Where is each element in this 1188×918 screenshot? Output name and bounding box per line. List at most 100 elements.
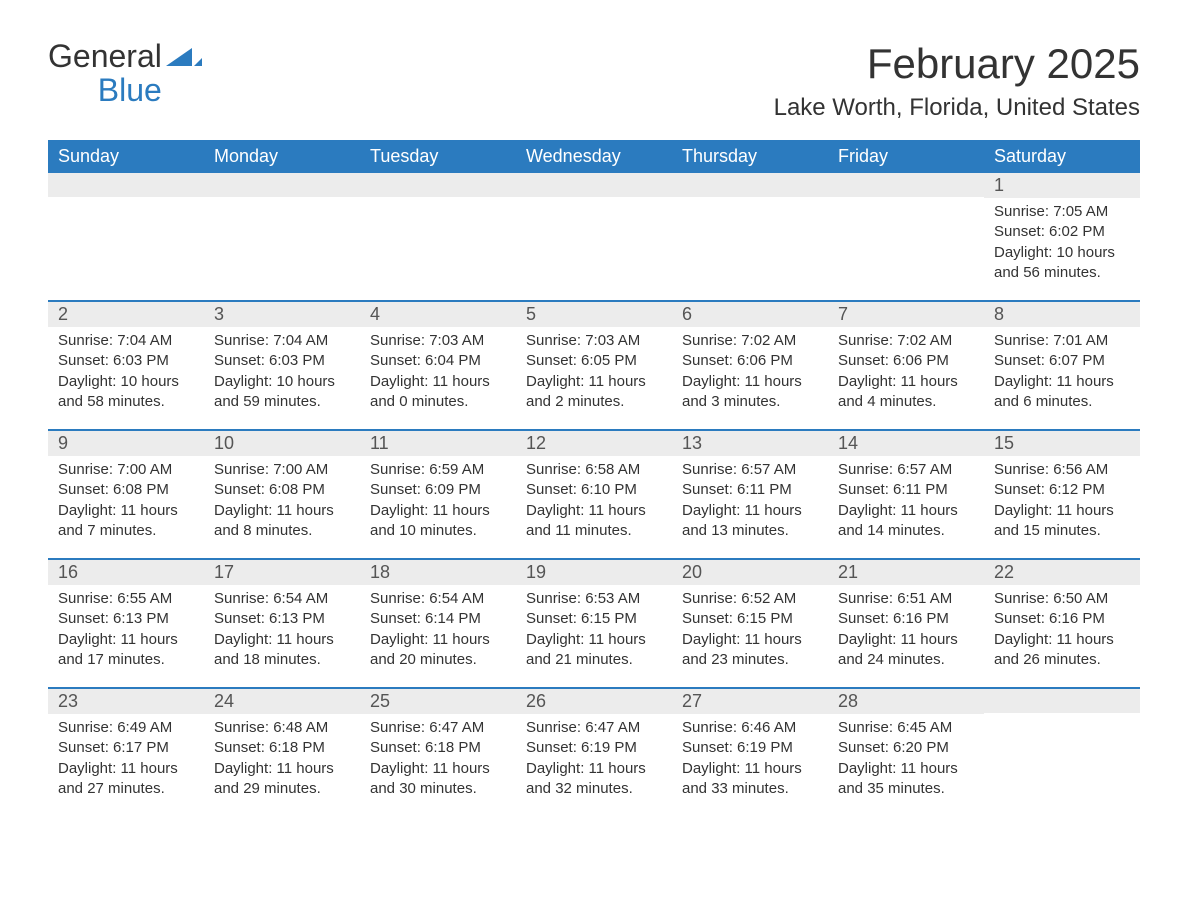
day-number (48, 173, 204, 197)
sunset-text: Sunset: 6:02 PM (994, 222, 1130, 242)
daylight-text: Daylight: 11 hours and 20 minutes. (370, 630, 506, 671)
daylight-text: Daylight: 11 hours and 6 minutes. (994, 372, 1130, 413)
calendar-cell: 18Sunrise: 6:54 AMSunset: 6:14 PMDayligh… (360, 560, 516, 688)
sunset-text: Sunset: 6:08 PM (214, 480, 350, 500)
daylight-text: Daylight: 11 hours and 13 minutes. (682, 501, 818, 542)
daylight-text: Daylight: 11 hours and 26 minutes. (994, 630, 1130, 671)
sunset-text: Sunset: 6:19 PM (682, 738, 818, 758)
sunrise-text: Sunrise: 6:53 AM (526, 589, 662, 609)
calendar-cell: 11Sunrise: 6:59 AMSunset: 6:09 PMDayligh… (360, 431, 516, 559)
sunrise-text: Sunrise: 6:59 AM (370, 460, 506, 480)
day-details (984, 713, 1140, 725)
sunrise-text: Sunrise: 7:02 AM (682, 331, 818, 351)
day-number: 7 (828, 302, 984, 327)
sunrise-text: Sunrise: 7:02 AM (838, 331, 974, 351)
calendar-cell: 17Sunrise: 6:54 AMSunset: 6:13 PMDayligh… (204, 560, 360, 688)
sunset-text: Sunset: 6:03 PM (214, 351, 350, 371)
calendar-cell: 10Sunrise: 7:00 AMSunset: 6:08 PMDayligh… (204, 431, 360, 559)
sunset-text: Sunset: 6:15 PM (526, 609, 662, 629)
calendar-cell: 24Sunrise: 6:48 AMSunset: 6:18 PMDayligh… (204, 689, 360, 817)
daylight-text: Daylight: 11 hours and 14 minutes. (838, 501, 974, 542)
sunset-text: Sunset: 6:16 PM (838, 609, 974, 629)
calendar-cell: 16Sunrise: 6:55 AMSunset: 6:13 PMDayligh… (48, 560, 204, 688)
daylight-text: Daylight: 11 hours and 29 minutes. (214, 759, 350, 800)
sunrise-text: Sunrise: 6:55 AM (58, 589, 194, 609)
daylight-text: Daylight: 11 hours and 15 minutes. (994, 501, 1130, 542)
daylight-text: Daylight: 11 hours and 30 minutes. (370, 759, 506, 800)
calendar-cell: 27Sunrise: 6:46 AMSunset: 6:19 PMDayligh… (672, 689, 828, 817)
daylight-text: Daylight: 11 hours and 35 minutes. (838, 759, 974, 800)
sunset-text: Sunset: 6:11 PM (682, 480, 818, 500)
daylight-text: Daylight: 11 hours and 21 minutes. (526, 630, 662, 671)
day-details: Sunrise: 6:47 AMSunset: 6:18 PMDaylight:… (360, 714, 516, 807)
day-details (828, 197, 984, 209)
sunset-text: Sunset: 6:19 PM (526, 738, 662, 758)
calendar-cell: 15Sunrise: 6:56 AMSunset: 6:12 PMDayligh… (984, 431, 1140, 559)
day-number: 23 (48, 689, 204, 714)
day-details: Sunrise: 6:59 AMSunset: 6:09 PMDaylight:… (360, 456, 516, 549)
sunset-text: Sunset: 6:18 PM (370, 738, 506, 758)
sunset-text: Sunset: 6:15 PM (682, 609, 818, 629)
day-number: 9 (48, 431, 204, 456)
daylight-text: Daylight: 11 hours and 0 minutes. (370, 372, 506, 413)
sunrise-text: Sunrise: 6:45 AM (838, 718, 974, 738)
calendar-cell: 7Sunrise: 7:02 AMSunset: 6:06 PMDaylight… (828, 302, 984, 430)
day-number: 11 (360, 431, 516, 456)
day-number: 12 (516, 431, 672, 456)
calendar-cell (828, 173, 984, 301)
brand-logo: General Blue (48, 40, 202, 107)
day-details: Sunrise: 6:57 AMSunset: 6:11 PMDaylight:… (828, 456, 984, 549)
sunset-text: Sunset: 6:08 PM (58, 480, 194, 500)
calendar-week: 23Sunrise: 6:49 AMSunset: 6:17 PMDayligh… (48, 689, 1140, 817)
calendar-cell: 23Sunrise: 6:49 AMSunset: 6:17 PMDayligh… (48, 689, 204, 817)
sunrise-text: Sunrise: 6:47 AM (526, 718, 662, 738)
day-number: 6 (672, 302, 828, 327)
day-details: Sunrise: 6:55 AMSunset: 6:13 PMDaylight:… (48, 585, 204, 678)
calendar-cell: 14Sunrise: 6:57 AMSunset: 6:11 PMDayligh… (828, 431, 984, 559)
day-number: 18 (360, 560, 516, 585)
day-details: Sunrise: 6:54 AMSunset: 6:13 PMDaylight:… (204, 585, 360, 678)
day-details: Sunrise: 7:04 AMSunset: 6:03 PMDaylight:… (204, 327, 360, 420)
day-number (360, 173, 516, 197)
day-details: Sunrise: 6:46 AMSunset: 6:19 PMDaylight:… (672, 714, 828, 807)
brand-blue: Blue (48, 74, 162, 108)
day-details: Sunrise: 6:57 AMSunset: 6:11 PMDaylight:… (672, 456, 828, 549)
calendar-cell: 21Sunrise: 6:51 AMSunset: 6:16 PMDayligh… (828, 560, 984, 688)
daylight-text: Daylight: 11 hours and 10 minutes. (370, 501, 506, 542)
sunset-text: Sunset: 6:04 PM (370, 351, 506, 371)
sunrise-text: Sunrise: 6:47 AM (370, 718, 506, 738)
sunset-text: Sunset: 6:13 PM (58, 609, 194, 629)
location: Lake Worth, Florida, United States (774, 94, 1140, 122)
day-number: 17 (204, 560, 360, 585)
day-number: 8 (984, 302, 1140, 327)
daylight-text: Daylight: 11 hours and 3 minutes. (682, 372, 818, 413)
day-number: 25 (360, 689, 516, 714)
daylight-text: Daylight: 11 hours and 27 minutes. (58, 759, 194, 800)
day-number (672, 173, 828, 197)
day-header: Tuesday (360, 140, 516, 173)
day-number: 16 (48, 560, 204, 585)
sunset-text: Sunset: 6:18 PM (214, 738, 350, 758)
sunrise-text: Sunrise: 6:49 AM (58, 718, 194, 738)
day-details: Sunrise: 6:51 AMSunset: 6:16 PMDaylight:… (828, 585, 984, 678)
daylight-text: Daylight: 11 hours and 23 minutes. (682, 630, 818, 671)
day-details: Sunrise: 7:00 AMSunset: 6:08 PMDaylight:… (204, 456, 360, 549)
sunrise-text: Sunrise: 7:04 AM (214, 331, 350, 351)
day-details (672, 197, 828, 209)
day-number (828, 173, 984, 197)
day-number: 4 (360, 302, 516, 327)
sunrise-text: Sunrise: 7:03 AM (526, 331, 662, 351)
day-number: 22 (984, 560, 1140, 585)
day-number: 26 (516, 689, 672, 714)
calendar-cell (360, 173, 516, 301)
brand-general: General (48, 38, 162, 74)
calendar-cell: 22Sunrise: 6:50 AMSunset: 6:16 PMDayligh… (984, 560, 1140, 688)
day-details: Sunrise: 6:58 AMSunset: 6:10 PMDaylight:… (516, 456, 672, 549)
day-header: Friday (828, 140, 984, 173)
sunrise-text: Sunrise: 6:54 AM (214, 589, 350, 609)
sunrise-text: Sunrise: 7:00 AM (214, 460, 350, 480)
sunrise-text: Sunrise: 7:05 AM (994, 202, 1130, 222)
sunset-text: Sunset: 6:20 PM (838, 738, 974, 758)
day-details (516, 197, 672, 209)
calendar-cell: 12Sunrise: 6:58 AMSunset: 6:10 PMDayligh… (516, 431, 672, 559)
